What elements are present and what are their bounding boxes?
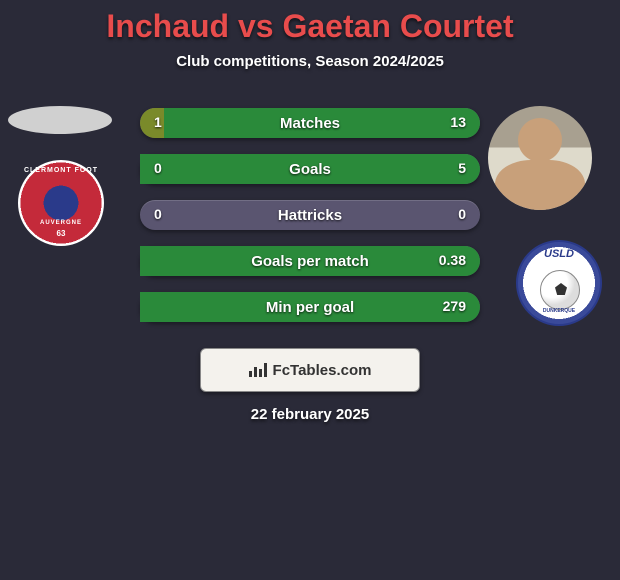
subtitle: Club competitions, Season 2024/2025 xyxy=(0,53,620,70)
club-badge-right: USLD DUNKERQUE xyxy=(516,240,602,326)
soccer-ball-icon xyxy=(540,270,580,310)
page-title: Inchaud vs Gaetan Courtet xyxy=(0,8,620,45)
stat-label: Min per goal xyxy=(140,299,480,316)
bar-chart-icon xyxy=(249,363,267,377)
main-area: CLERMONT FOOT AUVERGNE 63 USLD DUNKERQUE… xyxy=(0,100,620,380)
stat-label: Goals per match xyxy=(140,253,480,270)
stat-label: Goals xyxy=(140,161,480,178)
date-text: 22 february 2025 xyxy=(0,406,620,423)
stat-row: 00Hattricks xyxy=(140,200,480,230)
player-photo-right xyxy=(488,106,592,210)
stat-row: 0.38Goals per match xyxy=(140,246,480,276)
brand-text: FcTables.com xyxy=(273,362,372,379)
badge-left-bot: 63 xyxy=(20,229,102,238)
stats-chart: 113Matches 05Goals 00Hattricks 0.38Goals pe… xyxy=(140,108,480,338)
stat-label: Hattricks xyxy=(140,207,480,224)
badge-right-bot: DUNKERQUE xyxy=(518,308,600,314)
brand-box[interactable]: FcTables.com xyxy=(200,348,420,392)
stat-row: 113Matches xyxy=(140,108,480,138)
stat-label: Matches xyxy=(140,115,480,132)
stat-row: 05Goals xyxy=(140,154,480,184)
badge-right-top: USLD xyxy=(518,248,600,260)
badge-left-mid: AUVERGNE xyxy=(20,220,102,226)
stat-row: 279Min per goal xyxy=(140,292,480,322)
club-badge-left: CLERMONT FOOT AUVERGNE 63 xyxy=(18,160,104,246)
player-photo-left xyxy=(8,106,112,134)
badge-left-top: CLERMONT FOOT xyxy=(20,167,102,174)
comparison-infographic: Inchaud vs Gaetan Courtet Club competiti… xyxy=(0,0,620,580)
